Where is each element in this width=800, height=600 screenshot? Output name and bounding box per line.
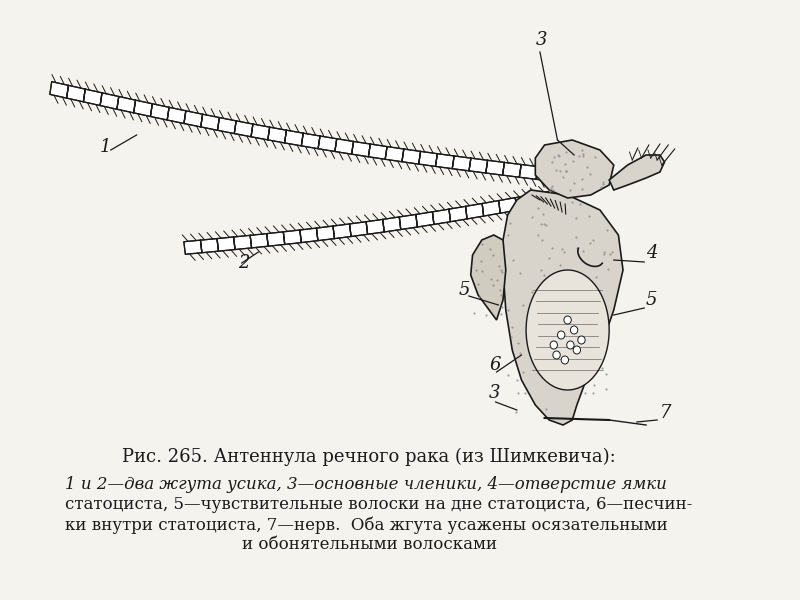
Polygon shape [150, 104, 169, 120]
Circle shape [561, 356, 569, 364]
Circle shape [550, 341, 558, 349]
Polygon shape [466, 203, 484, 219]
Polygon shape [536, 167, 554, 181]
Polygon shape [333, 224, 351, 239]
Polygon shape [50, 82, 69, 98]
Polygon shape [134, 100, 152, 116]
Text: 5: 5 [458, 281, 470, 299]
Polygon shape [515, 195, 534, 210]
Polygon shape [469, 158, 488, 173]
Text: и обонятельными волосками: и обонятельными волосками [242, 536, 497, 553]
Text: 6: 6 [489, 356, 501, 374]
Polygon shape [382, 217, 401, 232]
Polygon shape [250, 233, 268, 248]
Text: 4: 4 [646, 244, 658, 262]
Polygon shape [83, 89, 102, 106]
Polygon shape [399, 214, 418, 230]
Circle shape [578, 336, 585, 344]
Polygon shape [498, 197, 517, 213]
Text: 7: 7 [660, 404, 671, 422]
Text: 1 и 2—два жгута усика, 3—основные членики, 4—отверстие ямки: 1 и 2—два жгута усика, 3—основные членик… [65, 476, 666, 493]
Polygon shape [184, 111, 202, 127]
Circle shape [570, 326, 578, 334]
Polygon shape [366, 220, 384, 234]
Polygon shape [452, 156, 471, 171]
Polygon shape [502, 163, 521, 177]
Polygon shape [167, 107, 186, 124]
Polygon shape [435, 154, 454, 169]
Polygon shape [416, 212, 434, 227]
Polygon shape [486, 160, 505, 175]
Polygon shape [535, 140, 614, 198]
Polygon shape [218, 118, 236, 134]
Polygon shape [418, 151, 438, 166]
Polygon shape [402, 149, 421, 164]
Polygon shape [117, 97, 135, 113]
Polygon shape [234, 121, 253, 137]
Polygon shape [300, 228, 318, 242]
Polygon shape [519, 164, 538, 179]
Polygon shape [266, 232, 285, 246]
Text: 5: 5 [646, 291, 658, 309]
Text: статоциста, 5—чувствительные волоски на дне статоциста, 6—песчин-: статоциста, 5—чувствительные волоски на … [65, 496, 692, 513]
Circle shape [566, 341, 574, 349]
Polygon shape [66, 85, 86, 102]
Polygon shape [283, 230, 302, 244]
Circle shape [558, 331, 565, 339]
Circle shape [553, 351, 560, 359]
Polygon shape [385, 146, 404, 162]
Text: 3: 3 [535, 31, 547, 49]
Polygon shape [335, 139, 354, 154]
Polygon shape [302, 133, 320, 149]
Circle shape [573, 346, 581, 354]
Polygon shape [503, 190, 623, 425]
Polygon shape [217, 237, 235, 251]
Polygon shape [317, 226, 334, 241]
Polygon shape [201, 239, 218, 253]
Polygon shape [482, 200, 500, 216]
Polygon shape [532, 192, 550, 207]
Polygon shape [234, 235, 252, 250]
Polygon shape [201, 114, 219, 130]
Circle shape [564, 316, 571, 324]
Polygon shape [433, 209, 450, 224]
Text: Рис. 265. Антеннула речного рака (из Шимкевича):: Рис. 265. Антеннула речного рака (из Шим… [122, 448, 616, 466]
Polygon shape [449, 206, 467, 221]
Text: 1: 1 [100, 138, 111, 156]
Polygon shape [251, 124, 270, 140]
Text: 2: 2 [238, 254, 250, 272]
Polygon shape [268, 127, 286, 143]
Polygon shape [184, 240, 202, 254]
Ellipse shape [526, 270, 609, 390]
Polygon shape [318, 136, 337, 151]
Polygon shape [470, 235, 506, 320]
Polygon shape [350, 222, 368, 236]
Text: ки внутри статоциста, 7—нерв.  Оба жгута усажены осязательными: ки внутри статоциста, 7—нерв. Оба жгута … [65, 516, 667, 533]
Polygon shape [609, 155, 665, 190]
Text: 3: 3 [489, 384, 501, 402]
Polygon shape [369, 144, 387, 159]
Polygon shape [100, 93, 118, 109]
Polygon shape [285, 130, 303, 146]
Polygon shape [352, 142, 370, 157]
